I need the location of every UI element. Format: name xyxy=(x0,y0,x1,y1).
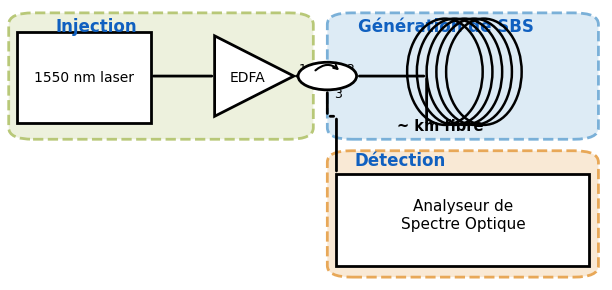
FancyBboxPatch shape xyxy=(17,32,151,124)
Text: 3: 3 xyxy=(334,88,342,101)
Text: Analyseur de
Spectre Optique: Analyseur de Spectre Optique xyxy=(401,199,526,232)
Text: Détection: Détection xyxy=(355,152,446,170)
FancyBboxPatch shape xyxy=(337,174,589,266)
Text: EDFA: EDFA xyxy=(230,70,266,84)
FancyBboxPatch shape xyxy=(327,13,599,139)
Text: 2: 2 xyxy=(346,63,354,76)
Text: ~ km fibre: ~ km fibre xyxy=(397,119,483,134)
Text: 1: 1 xyxy=(299,63,307,76)
FancyBboxPatch shape xyxy=(9,13,313,139)
Text: Génération de SBS: Génération de SBS xyxy=(358,18,534,36)
FancyBboxPatch shape xyxy=(327,151,599,277)
FancyArrowPatch shape xyxy=(315,65,337,70)
Polygon shape xyxy=(215,36,294,116)
Text: Injection: Injection xyxy=(55,18,136,36)
Circle shape xyxy=(298,62,357,90)
Text: 1550 nm laser: 1550 nm laser xyxy=(34,70,133,84)
